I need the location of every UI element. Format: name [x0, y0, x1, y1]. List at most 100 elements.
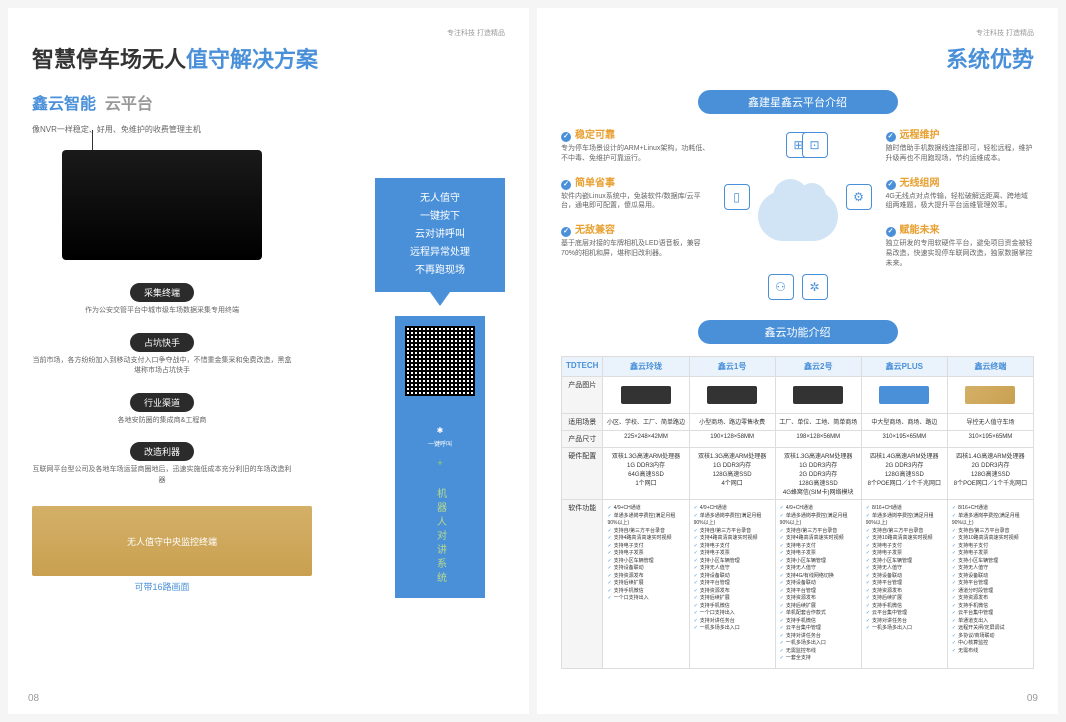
gear-icon: ✲: [802, 274, 828, 300]
device-image: [62, 150, 262, 260]
table-cell: 双核1.3G高速ARM处理器1G DDR3内存2G DDR3内存128G高速SS…: [775, 448, 861, 500]
feature-title: 赋能未来: [886, 221, 1035, 237]
banner-line: 远程异常处理: [385, 244, 495, 262]
table-cell: 225×248×42MM: [603, 431, 689, 448]
feature-list-item: 4/9+CH通道: [607, 505, 684, 513]
feature-list-item: 支持无人值守: [694, 565, 771, 573]
banner-line: 无人值守: [385, 190, 495, 208]
qr-vertical-label: 机器人对讲系统: [433, 488, 448, 586]
table-cell: 198×128×56MM: [775, 431, 861, 448]
subtitle: 像NVR一样稳定、好用、免维护的收费管理主机: [32, 124, 292, 135]
row-label: 硬件配置: [562, 448, 603, 500]
feature-list-item: 支持电子支付: [694, 543, 771, 551]
feature-list-item: 云平台集中管理: [866, 610, 943, 618]
feature-list-item: 支持平台管理: [694, 580, 771, 588]
table-cell: 310×195×65MM: [861, 431, 947, 448]
feature-list-item: 支持电子发票: [780, 550, 857, 558]
arrow-down-icon: [430, 292, 450, 306]
pill-label: 采集终端: [130, 283, 194, 302]
feature-list-item: 支持资源发布: [780, 595, 857, 603]
features-grid: 稳定可靠专为停车场景设计的ARM+Linux架构，功耗低、不中毒、免维护可靠运行…: [561, 126, 1034, 306]
feature-list: 8/16+CH通道单通多通岗亭费控(满足月租90%以上)支持自/第三方平台录音支…: [864, 503, 945, 635]
table-cell: 310×195×65MM: [947, 431, 1033, 448]
feature-list: 4/9+CH通道单通多通岗亭费控(满足月租90%以上)支持自/第三方平台录音支持…: [605, 503, 686, 605]
product-image: [778, 380, 859, 410]
feature-list: 8/16+CH通道单通多通岗亭费控(满足月租90%以上)支持自/第三方平台录音支…: [950, 503, 1031, 657]
feature-list: 4/9+CH通道单通多通岗亭费控(满足月租90%以上)支持自/第三方平台录音支持…: [778, 503, 859, 665]
feature-list-item: 支持手机微信: [780, 618, 857, 626]
feature-list-item: 云平台集中管理: [952, 610, 1029, 618]
feature-list-item: 支持自/第三方平台录音: [780, 528, 857, 536]
phone-icon: ▯: [724, 184, 750, 210]
cloud-icon: [758, 191, 838, 241]
feature-list-item: 支持对讲任务台: [694, 618, 771, 626]
product-image: [692, 380, 773, 410]
feature-list-item: 支持手机微信: [866, 603, 943, 611]
table-header: 鑫云玲珑: [603, 357, 689, 377]
feature-list-item: 一个口支持出入: [694, 610, 771, 618]
feature-list-item: 支持资源发布: [952, 595, 1029, 603]
feature-list-item: 支持电子支付: [780, 543, 857, 551]
feature-item: 简单省事软件内嵌Linux系统中，免装软件/数据库/云平台，通电即可配置，傻瓜易…: [561, 174, 710, 212]
feature-item: 无敌兼容基于底层对接的车牌相机及LED语音板，兼容70%的相机和屏，堪称旧改利器…: [561, 221, 710, 259]
feature-list-item: 支持自/第三方平台录音: [866, 528, 943, 536]
feature-title: 无敌兼容: [561, 221, 710, 237]
main-title-left: 智慧停车场无人值守解决方案: [32, 42, 505, 74]
feature-list-item: 支持设备联动: [952, 573, 1029, 581]
feature-list-item: 支持自/第三方平台录音: [607, 528, 684, 536]
feature-list-item: 支持资源发布: [694, 588, 771, 596]
right-title: 系统优势: [946, 47, 1034, 72]
feature-list-item: 一机多场多出入口: [694, 625, 771, 633]
feature-list-item: 单通多通岗亭费控(满足月租90%以上): [952, 513, 1029, 528]
badge-platform-intro: 鑫建星鑫云平台介绍: [698, 90, 898, 114]
qr-code: [405, 326, 475, 396]
feature-list-item: 支持小区车辆管理: [607, 558, 684, 566]
feature-list-item: 支持4路高清高速实时视频: [694, 535, 771, 543]
banner-line: 一键按下: [385, 208, 495, 226]
feature-list-item: 支持后续扩展: [607, 580, 684, 588]
product-image: [950, 380, 1031, 410]
feature-list-item: 远程开关闸/定屏调试: [952, 625, 1029, 633]
feature-list-item: 支持小区车辆管理: [952, 558, 1029, 566]
banner-text: 无人值守一键按下云对讲呼叫远程异常处理不再跑现场: [375, 178, 505, 292]
feature-list-item: 支持对讲任务台: [780, 633, 857, 641]
feature-list-item: 支持手机微信: [952, 603, 1029, 611]
page-number-left: 08: [28, 693, 39, 704]
feature-list-item: 支持手机微信: [607, 588, 684, 596]
page-left: 专注科技 打造精品 智慧停车场无人值守解决方案 鑫云智能 云平台 像NVR一样稳…: [8, 8, 529, 714]
feature-list-item: 一机多场多出入口: [866, 625, 943, 633]
feature-list-item: 支持小区车辆管理: [694, 558, 771, 566]
row-label: 软件功能: [562, 500, 603, 669]
feature-list-item: 支持平台管理: [866, 580, 943, 588]
table-header: 鑫云终端: [947, 357, 1033, 377]
table-header: 鑫云1号: [689, 357, 775, 377]
feature-list-item: 支持资源发布: [607, 573, 684, 581]
cloud-diagram: ⊞ ▯ ⚇ ⊡ ⚙ ✲: [718, 126, 878, 306]
qr-panel: ✱ 一键呼叫 + 机器人对讲系统: [395, 316, 485, 598]
feature-list-item: 支持4路高清高速实时视频: [780, 535, 857, 543]
pill-label: 改造利器: [130, 442, 194, 461]
section-a: 鑫云智能: [32, 96, 96, 113]
feature-title: 简单省事: [561, 174, 710, 190]
feature-list-item: 支持无人值守: [952, 565, 1029, 573]
header-tag: 专注科技 打造精品: [32, 28, 505, 38]
table-cell: 中大型商场、商场、路边: [861, 414, 947, 431]
feature-list-item: 支持电子支付: [607, 543, 684, 551]
feature-list-item: 支持10路高清高速实时视频: [866, 535, 943, 543]
feature-list-item: 单通多通岗亭费控(满足月租90%以上): [780, 513, 857, 528]
row-label: 产品图片: [562, 377, 603, 414]
feature-list-item: 单通多通岗亭费控(满足月租90%以上): [866, 513, 943, 528]
feature-list-item: 支持自/第三方平台录音: [952, 528, 1029, 536]
feature-list-item: 4/9+CH通道: [694, 505, 771, 513]
feature-list-item: 多协议/商场联动: [952, 633, 1029, 641]
page-number-right: 09: [1027, 693, 1038, 704]
table-header: 鑫云2号: [775, 357, 861, 377]
feature-title: 远程维护: [886, 126, 1035, 142]
feature-list-item: 无需布线: [952, 648, 1029, 656]
feature-list-item: 支持平台管理: [952, 580, 1029, 588]
feature-desc: 专为停车场景设计的ARM+Linux架构，功耗低、不中毒、免维护可靠运行。: [561, 144, 710, 164]
product-image: [864, 380, 945, 410]
net-icon: ⚙: [846, 184, 872, 210]
table-cell: 四核1.4G高速ARM处理器2G DDR3内存128G高速SSD8个POE网口／…: [861, 448, 947, 500]
gold-terminal-image: 无人值守中央监控终端: [32, 506, 312, 576]
